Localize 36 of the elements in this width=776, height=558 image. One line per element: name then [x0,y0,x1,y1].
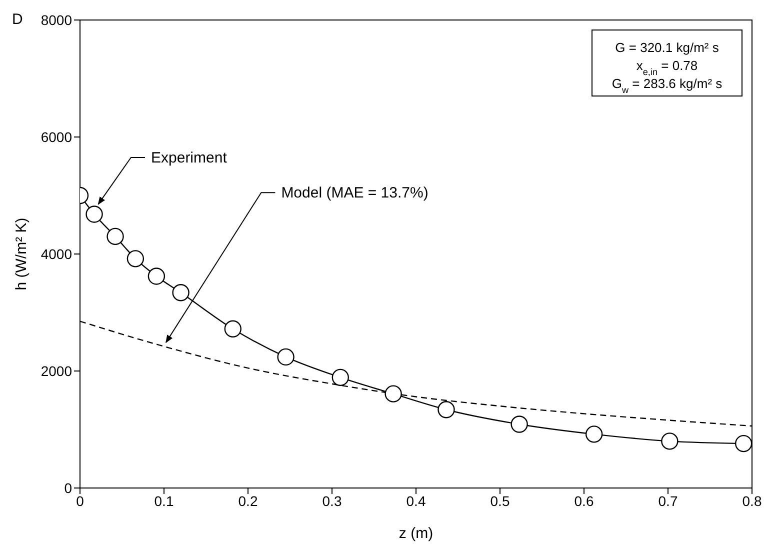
text: Model (MAE = 13.7%) [281,184,428,202]
point [148,268,166,285]
point [86,206,103,223]
x-tick-label: 0.5 [490,492,510,509]
y-tick-label: 2000 [40,362,72,379]
point [510,416,528,433]
point [661,432,678,450]
point [585,426,603,443]
x-tick-label: 0.8 [742,492,762,509]
x-tick-label: 0.4 [406,492,426,509]
y-tick-label: 8000 [40,12,72,28]
point [172,284,190,302]
text: D [12,11,23,28]
point [277,348,294,366]
point [224,320,242,338]
point [438,401,455,418]
x-tick-label: 0.1 [154,492,174,509]
point [106,228,124,246]
annotation: G$_{w}$ = 283.6 kg/m² s [612,76,723,95]
x-tick-label: 0 [76,492,84,509]
y-tick-label: 0 [64,480,72,496]
y-tick-label: 4000 [40,246,72,262]
x-tick-label: 0.6 [574,492,594,509]
y-axis-title: h (W/m² K) [13,218,30,290]
y-tick-label: 6000 [40,128,72,145]
point [332,368,349,386]
x-tick-label: 0.2 [238,492,258,509]
x-tick-label: 0.3 [322,492,342,509]
point [384,385,402,402]
point [126,250,144,268]
x-tick-label: 0.7 [658,492,678,509]
point [735,434,752,452]
annotation: x$_{e,in}$ = 0.78 [636,58,698,77]
annotation: G = 320.1 kg/m² s [615,40,720,55]
x-axis-title: z (m) [398,525,434,542]
text: Experiment [151,149,228,166]
